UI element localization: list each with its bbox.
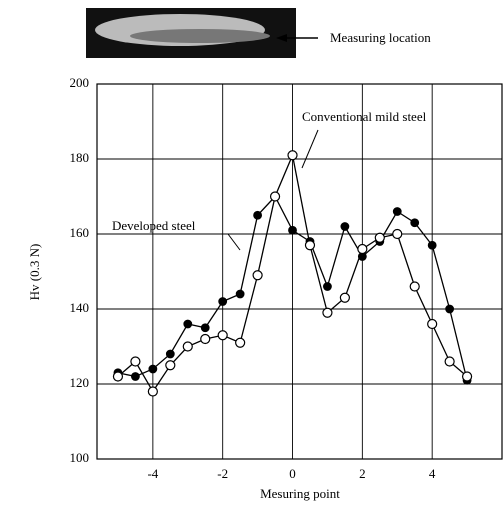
data-point [445, 357, 454, 366]
photo-label: Measuring location [330, 30, 431, 45]
data-point [289, 226, 297, 234]
data-point [201, 335, 210, 344]
y-tick-label: 160 [70, 225, 90, 240]
data-point [253, 271, 262, 280]
data-point [340, 293, 349, 302]
plot-frame [97, 84, 502, 459]
data-point [375, 233, 384, 242]
y-tick-label: 100 [70, 450, 90, 465]
data-point [393, 230, 402, 239]
data-point [148, 387, 157, 396]
x-tick-label: 0 [289, 466, 296, 481]
data-point [254, 211, 262, 219]
x-tick-label: -4 [147, 466, 158, 481]
data-point [132, 373, 140, 381]
data-point [271, 192, 280, 201]
data-point [324, 283, 332, 291]
data-point [219, 298, 227, 306]
data-point [236, 338, 245, 347]
data-point [463, 372, 472, 381]
label-pointer [302, 130, 318, 168]
data-point [184, 320, 192, 328]
data-point [149, 365, 157, 373]
data-point [288, 151, 297, 160]
y-tick-label: 120 [70, 375, 90, 390]
data-point [167, 350, 175, 358]
data-point [201, 324, 209, 332]
label-pointer [228, 234, 240, 250]
data-point [393, 208, 401, 216]
data-point [218, 331, 227, 340]
data-point [183, 342, 192, 351]
data-point [113, 372, 122, 381]
data-point [131, 357, 140, 366]
data-point [166, 361, 175, 370]
y-tick-label: 140 [70, 300, 90, 315]
series-label: Developed steel [112, 218, 196, 233]
data-point [428, 241, 436, 249]
series-label: Conventional mild steel [302, 109, 427, 124]
y-tick-label: 200 [70, 75, 90, 90]
chart: Measuring location Mesuring point Hv (0.… [0, 0, 503, 507]
specimen-weld-core [130, 29, 270, 43]
data-point [236, 290, 244, 298]
data-point [305, 241, 314, 250]
data-point [446, 305, 454, 313]
data-point [323, 308, 332, 317]
x-axis-label: Mesuring point [260, 486, 340, 501]
data-point [410, 282, 419, 291]
data-point [428, 320, 437, 329]
data-point [341, 223, 349, 231]
data-point [411, 219, 419, 227]
x-tick-label: 2 [359, 466, 366, 481]
x-tick-label: -2 [217, 466, 228, 481]
y-axis-label: Hv (0.3 N) [27, 244, 42, 301]
y-tick-label: 180 [70, 150, 90, 165]
x-tick-label: 4 [429, 466, 436, 481]
data-point [358, 245, 367, 254]
